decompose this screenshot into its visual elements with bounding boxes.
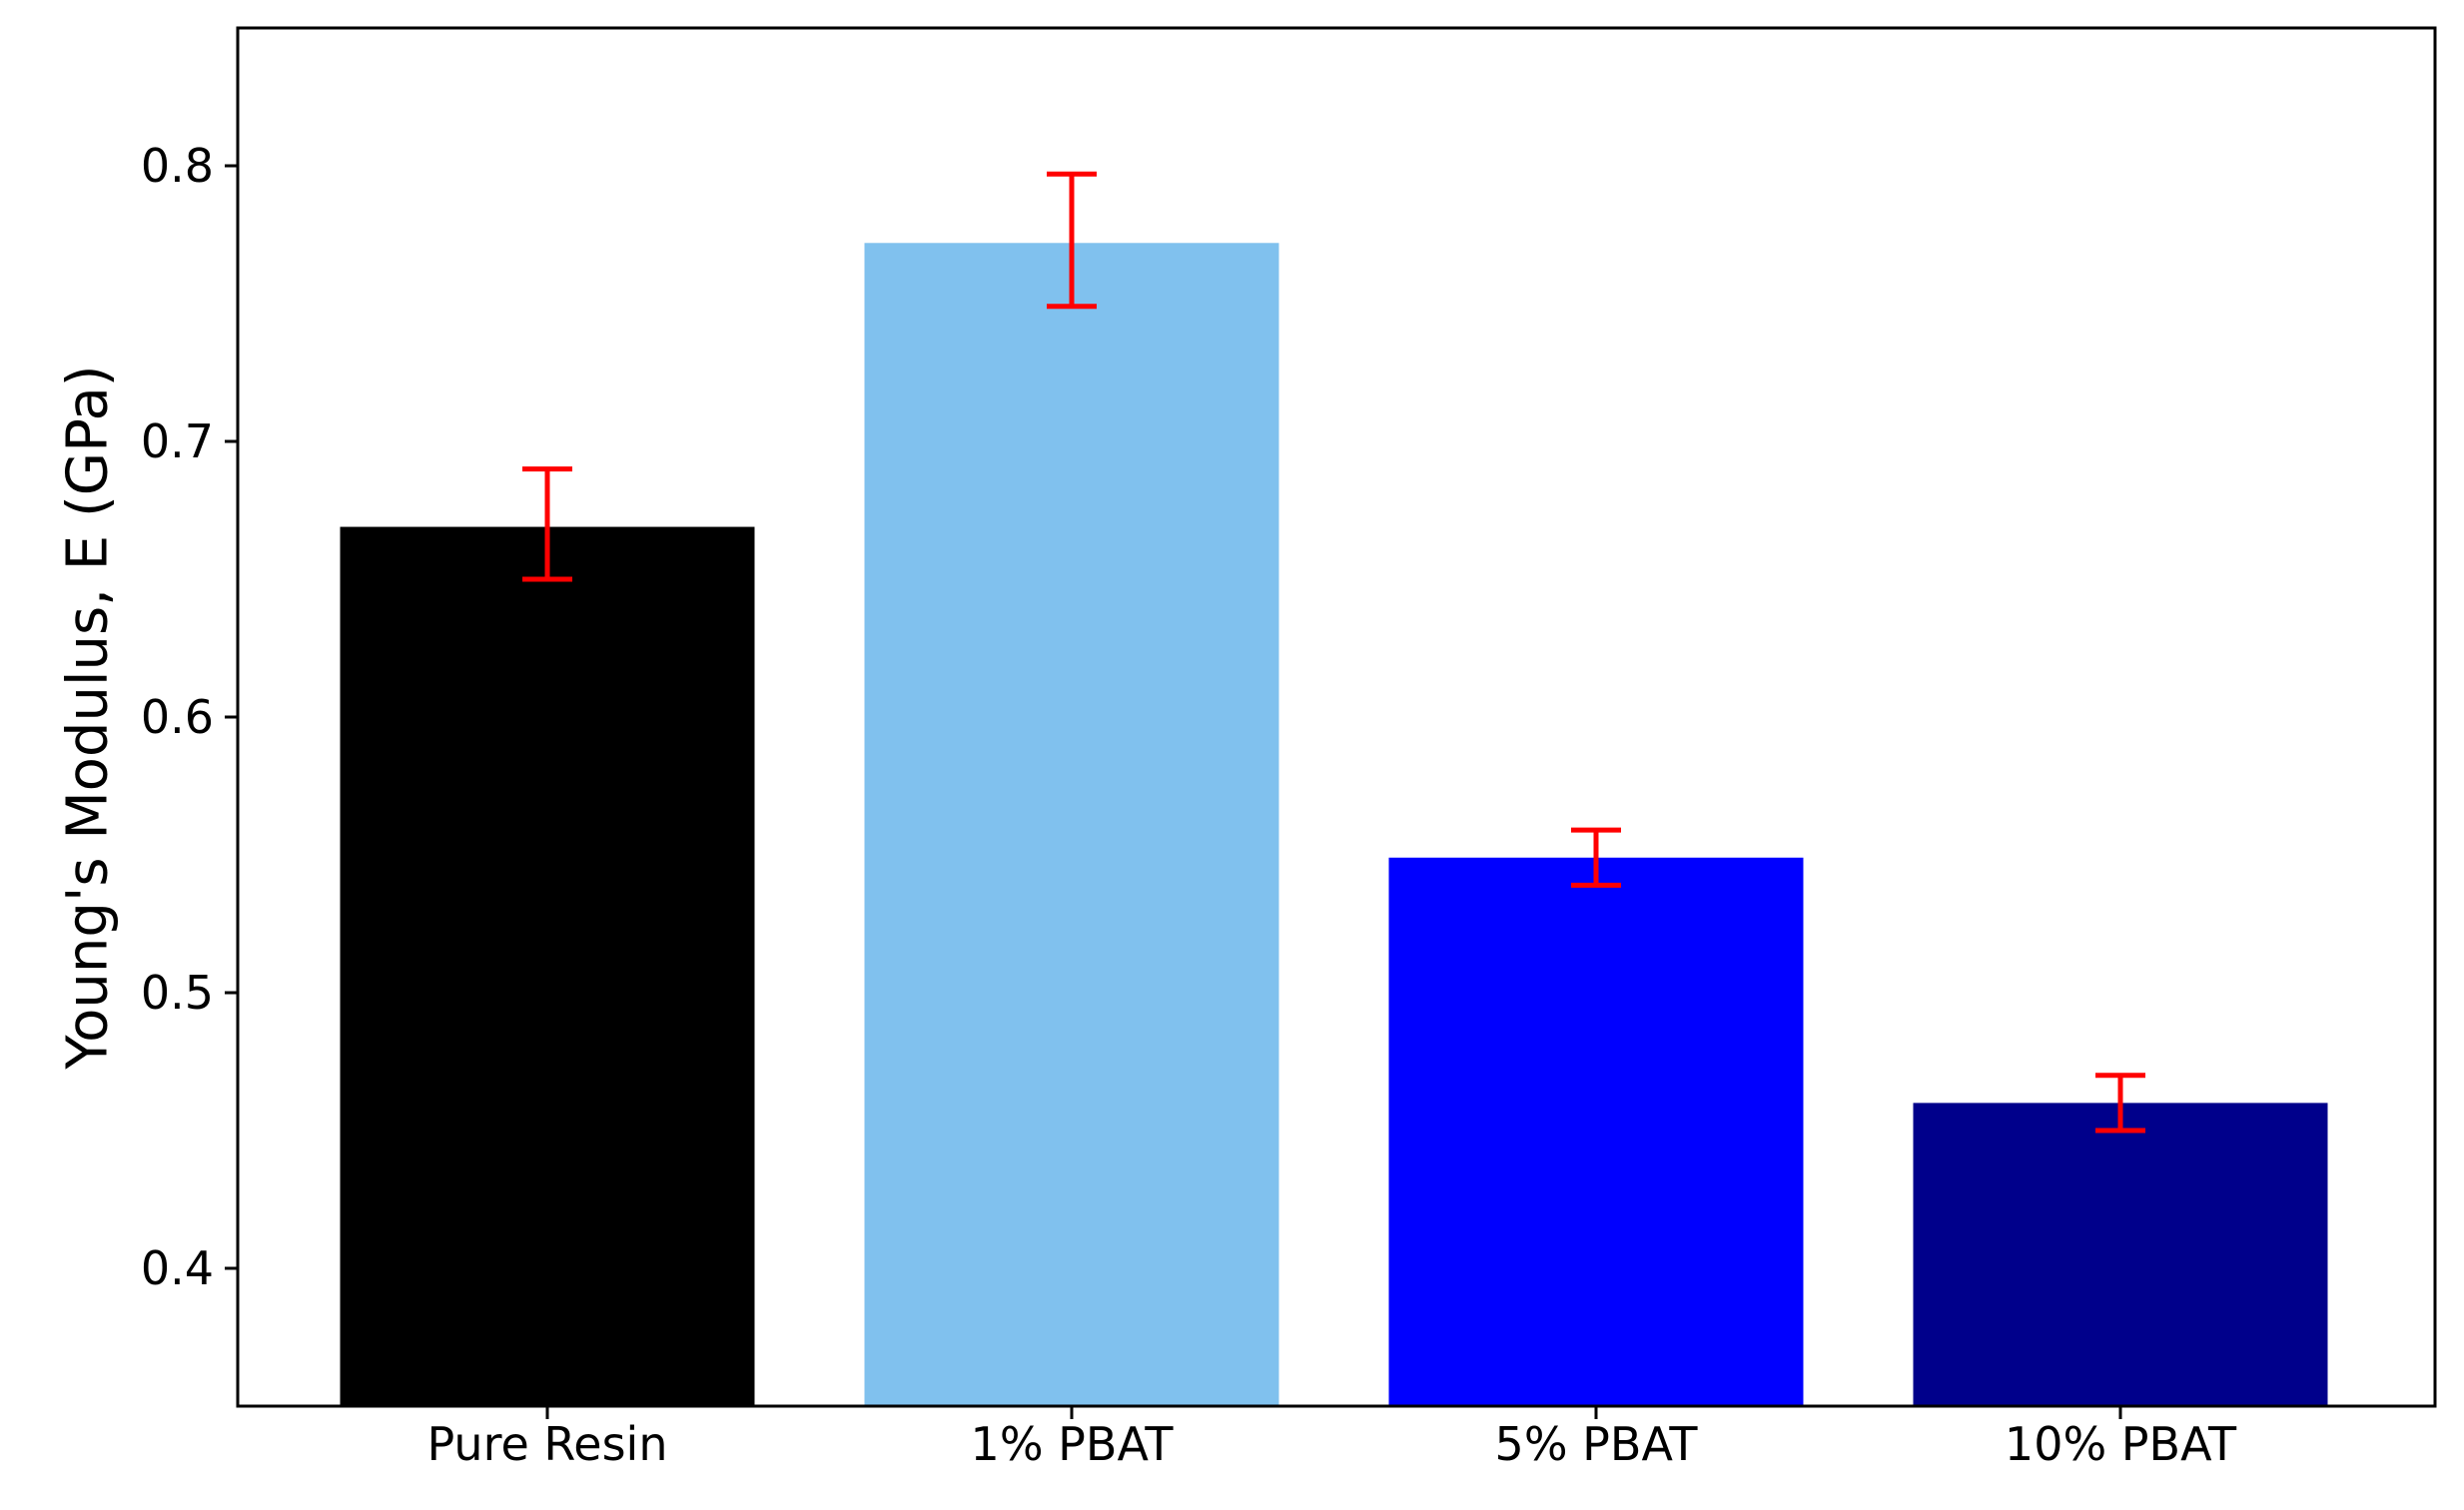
y-tick-label-1: 0.5 [141,966,214,1020]
x-tick-label-3: 10% PBAT [2005,1417,2237,1471]
y-tick-label-4: 0.8 [141,139,214,193]
bar-2 [1388,857,1804,1406]
x-tick-label-2: 5% PBAT [1495,1417,1699,1471]
bar-3 [1913,1103,2328,1406]
x-axis: Pure Resin 1% PBAT 5% PBAT 10% PBAT [426,1406,2237,1471]
y-axis: 0.4 0.5 0.6 0.7 0.8 [141,139,238,1295]
bar-0 [340,526,755,1406]
y-tick-label-2: 0.6 [141,690,214,744]
error-bars-layer [522,171,2145,1133]
x-tick-label-1: 1% PBAT [971,1417,1175,1471]
bar-1 [864,243,1279,1406]
y-tick-label-0: 0.4 [141,1241,214,1295]
bars-layer [340,243,2328,1406]
x-tick-label-0: Pure Resin [426,1417,667,1471]
y-axis-label: Young's Modulus, E (GPa) [56,365,121,1070]
y-tick-label-3: 0.7 [141,414,214,468]
